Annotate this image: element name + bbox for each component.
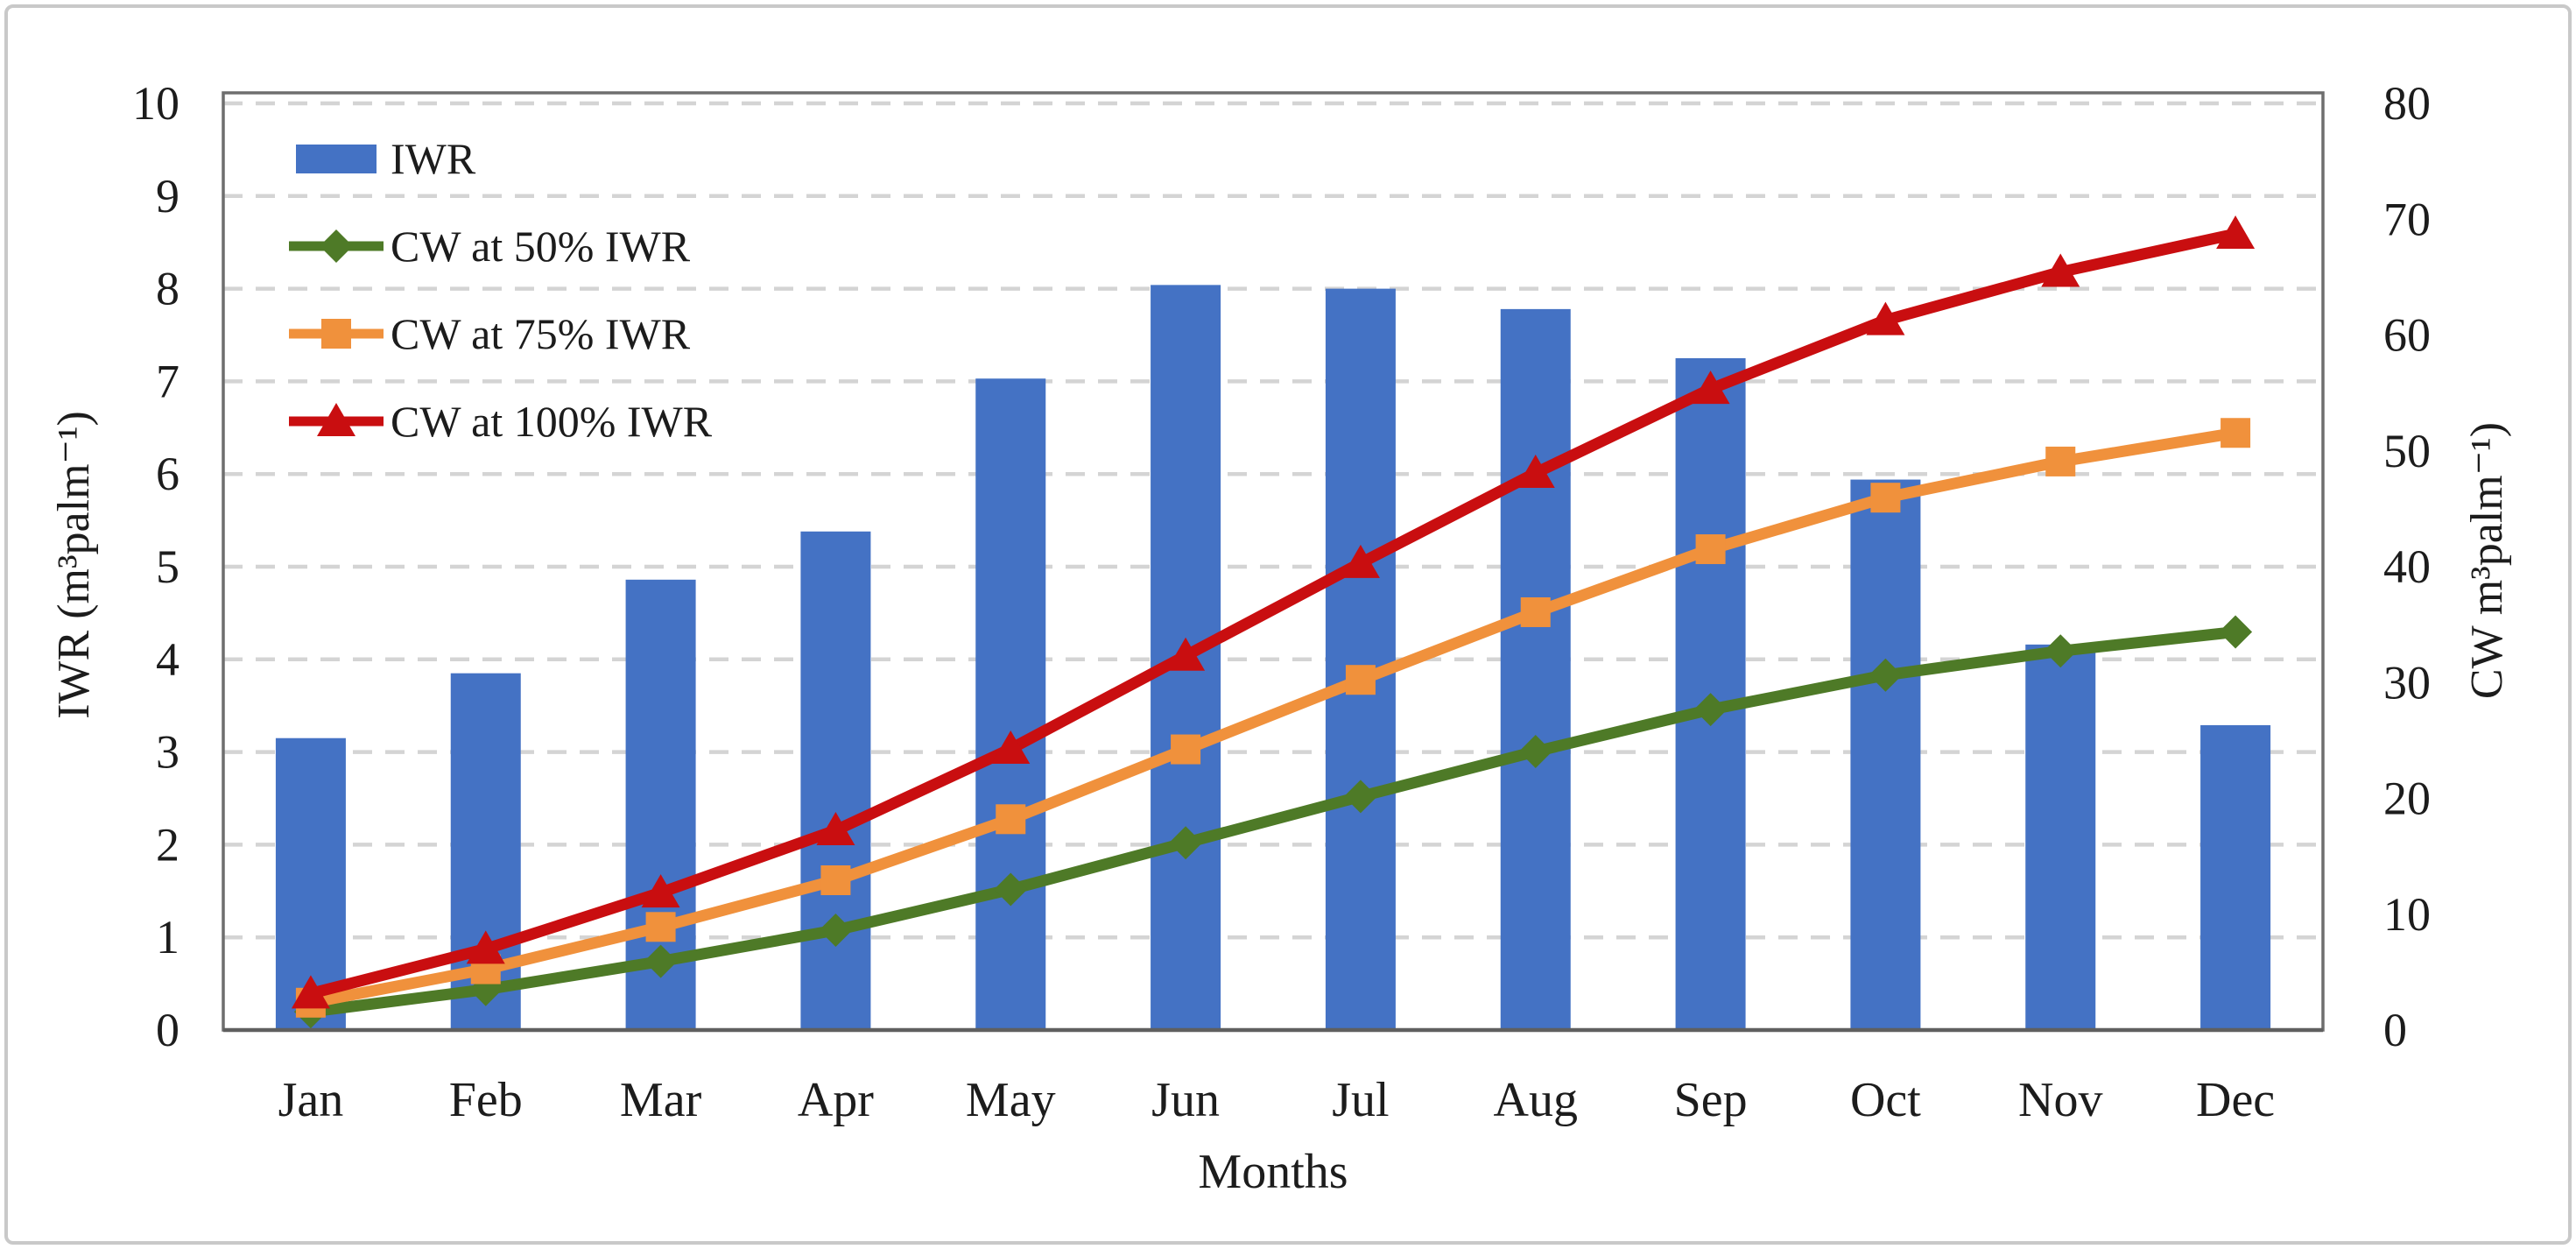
legend-item-cw50: CW at 50% IWR [287,202,712,290]
x-tick-label: Jan [278,1073,344,1127]
right-tick-label: 20 [2383,773,2431,825]
x-tick-label: Nov [2018,1073,2102,1127]
square-marker-icon [2221,418,2251,448]
triangle-marker-icon [1166,637,1206,671]
diamond-marker-icon [994,872,1028,907]
x-tick-label: Feb [449,1073,523,1127]
x-tick-label: May [966,1073,1056,1127]
diamond-marker-icon [819,914,853,948]
diamond-marker-icon [644,944,678,978]
left-tick-label: 0 [156,1004,179,1056]
line-series-cw-75 [295,418,2251,1018]
y-axis-right-ticks: 0 10 20 30 40 50 60 70 80 [2383,77,2431,1056]
line-series-cw-50 [293,615,2253,1029]
right-tick-label: 0 [2383,1004,2407,1056]
bar-aug [1500,308,1571,1031]
triangle-marker-icon [466,930,505,964]
triangle-marker-icon [1341,544,1380,578]
x-axis-ticks: Jan Feb Mar Apr May Jun Jul Aug Sep Oct Nov Dec [278,1073,2276,1127]
triangle-marker-icon [816,812,855,846]
diamond-marker-icon [1169,826,1203,860]
line-series-cw-100 [291,215,2256,1009]
triangle-marker-icon [2041,253,2080,287]
legend-item-iwr: IWR [287,115,712,202]
square-marker-icon [1171,734,1201,765]
left-tick-label: 4 [156,633,179,686]
x-tick-label: Dec [2196,1073,2275,1127]
left-tick-label: 7 [156,355,179,407]
x-tick-label: Apr [798,1073,874,1127]
left-tick-label: 9 [156,170,179,222]
right-axis-title: CW m³palm⁻¹) [2462,421,2512,700]
square-marker-icon [996,804,1026,835]
bar-jul [1325,288,1396,1031]
left-tick-label: 5 [156,540,179,593]
series-line [305,427,2242,1009]
square-marker-icon [1695,534,1726,565]
bar-dec [2200,724,2271,1030]
bar-series-iwr [275,285,2271,1031]
diamond-marker-icon [2219,615,2253,649]
x-tick-label: Jun [1151,1073,1220,1127]
square-marker-icon [820,865,851,896]
triangle-marker-icon [1691,370,1730,405]
bar-apr [800,531,871,1030]
left-tick-label: 2 [156,818,179,871]
left-axis-title: IWR (m³palm⁻¹) [49,411,99,719]
x-axis-title: Months [1198,1145,1348,1199]
series-line [305,228,2242,999]
triangle-marker-icon [991,730,1031,765]
right-tick-label: 80 [2383,77,2431,130]
diamond-marker-icon [1693,693,1728,727]
triangle-marker-icon [289,403,384,436]
square-marker-icon [289,319,384,349]
chart-legend: IWR CW at 50% IWR CW at 75% IWR CW at 10… [287,115,712,465]
bar-nov [2025,644,2096,1030]
legend-label-cw100: CW at 100% IWR [391,397,713,446]
legend-label-cw50: CW at 50% IWR [391,222,691,271]
left-tick-label: 1 [156,911,179,963]
x-tick-label: Oct [1850,1073,1921,1127]
diamond-marker-icon [289,229,384,263]
bar-may [975,378,1046,1030]
legend-label-iwr: IWR [391,134,476,183]
right-tick-label: 10 [2383,888,2431,941]
right-tick-label: 60 [2383,309,2431,362]
right-tick-label: 70 [2383,193,2431,245]
triangle-marker-icon [641,874,680,908]
left-tick-label: 6 [156,448,179,500]
square-marker-icon [2045,446,2076,476]
legend-item-cw75: CW at 75% IWR [287,290,712,378]
right-tick-label: 50 [2383,425,2431,477]
x-tick-label: Aug [1494,1073,1578,1127]
bar-swatch-icon [296,145,377,173]
square-marker-icon [1520,596,1551,627]
square-marker-icon [1870,483,1901,513]
triangle-marker-icon [1516,455,1555,489]
right-tick-label: 30 [2383,656,2431,709]
x-tick-label: Jul [1332,1073,1389,1127]
left-tick-label: 8 [156,263,179,315]
triangle-marker-icon [2216,215,2256,250]
y-axis-left-ticks: 0 1 2 3 4 5 6 7 8 9 10 [132,77,179,1056]
series-line [305,625,2242,1018]
right-tick-label: 40 [2383,540,2431,593]
square-marker-icon [645,912,676,942]
diamond-marker-icon [1518,734,1552,768]
left-tick-label: 10 [132,77,179,130]
legend-label-cw75: CW at 75% IWR [391,309,691,358]
legend-item-cw100: CW at 100% IWR [287,378,712,465]
x-tick-label: Mar [620,1073,702,1127]
left-tick-label: 3 [156,726,179,779]
x-tick-label: Sep [1674,1073,1748,1127]
triangle-marker-icon [1866,301,1905,335]
bar-oct [1850,479,1921,1030]
diamond-marker-icon [1869,658,1903,692]
diamond-marker-icon [1343,780,1377,814]
triangle-marker-icon [291,975,330,1009]
square-marker-icon [1345,665,1376,695]
diamond-marker-icon [2044,634,2078,668]
